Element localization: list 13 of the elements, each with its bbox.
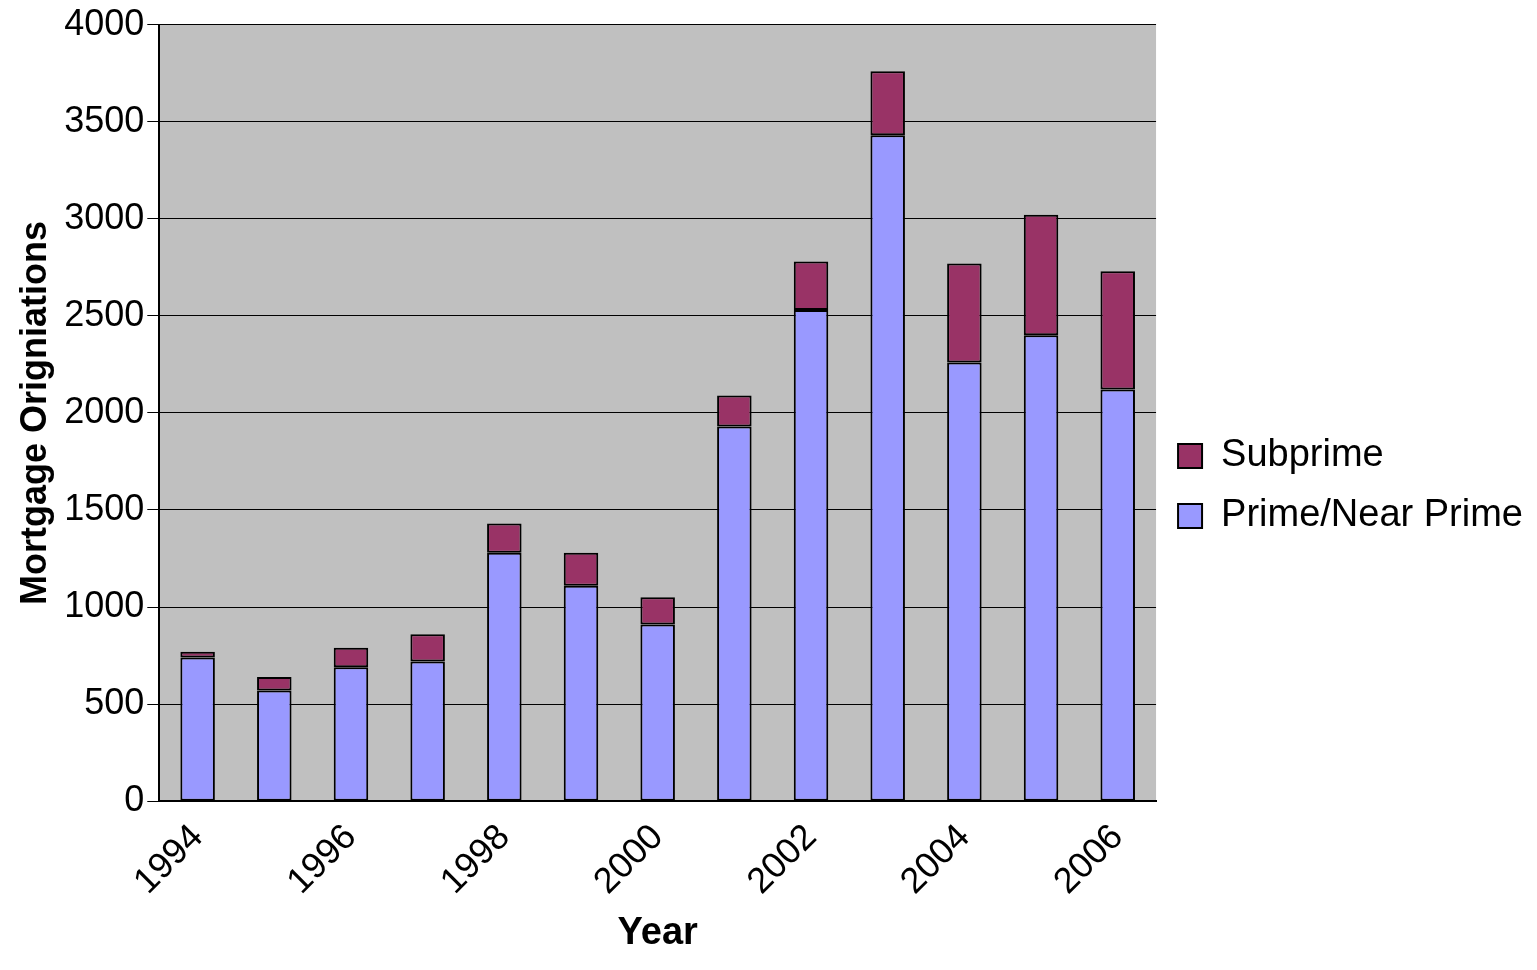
y-axis-title: Mortgage Origniations <box>12 220 54 605</box>
x-axis-title: Year <box>617 909 699 952</box>
legend-label: Subprime <box>1221 432 1384 475</box>
y-tick-label: 0 <box>124 778 145 820</box>
legend-label: Prime/Near Prime <box>1221 492 1524 535</box>
y-tick-label: 1000 <box>64 583 145 625</box>
y-tick-label: 3000 <box>64 195 145 237</box>
y-tick-label: 2500 <box>64 292 145 334</box>
y-tick-label: 1500 <box>64 486 145 528</box>
y-tick-label: 4000 <box>64 1 145 43</box>
y-tick-label: 2000 <box>64 389 145 431</box>
y-tick-label: 3500 <box>64 98 145 140</box>
y-tick-label: 500 <box>84 681 145 723</box>
